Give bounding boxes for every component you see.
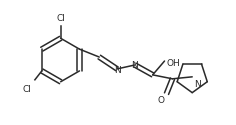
Text: O: O bbox=[157, 96, 164, 105]
Text: Cl: Cl bbox=[56, 14, 65, 24]
Text: N: N bbox=[194, 80, 201, 89]
Text: N: N bbox=[114, 66, 120, 75]
Text: N: N bbox=[131, 61, 138, 70]
Text: Cl: Cl bbox=[22, 85, 31, 94]
Text: OH: OH bbox=[167, 59, 180, 68]
